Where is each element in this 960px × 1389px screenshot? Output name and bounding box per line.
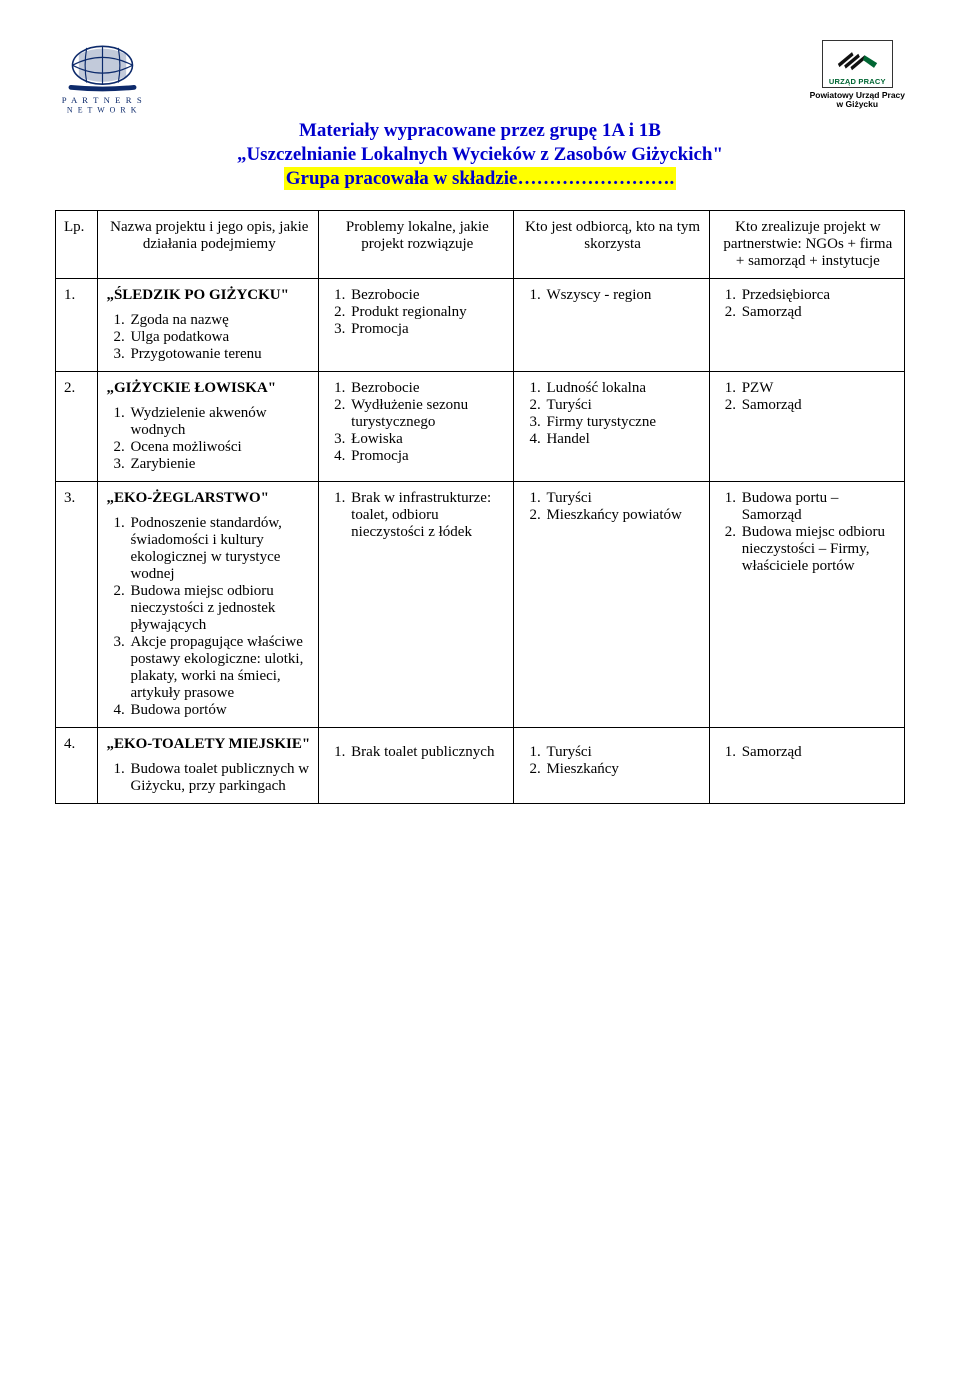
cell-who: Wszyscy - region bbox=[514, 279, 709, 372]
list-item: Promocja bbox=[349, 448, 507, 465]
list-item: Brak toalet publicznych bbox=[349, 744, 507, 761]
logo-right-caption: Powiatowy Urząd Pracy w Giżycku bbox=[810, 91, 905, 110]
cell-who: TuryściMieszkańcy powiatów bbox=[514, 482, 709, 728]
cell-lp: 2. bbox=[56, 372, 98, 482]
column-header: Lp. bbox=[56, 211, 98, 279]
list-item: Zgoda na nazwę bbox=[128, 312, 312, 329]
cell-lp: 4. bbox=[56, 728, 98, 804]
list-item: Budowa toalet publicznych w Giżycku, prz… bbox=[128, 761, 312, 795]
partners-network-logo: P A R T N E R S N E T W O R K bbox=[55, 40, 150, 115]
cell-problems: BezrobocieProdukt regionalnyPromocja bbox=[319, 279, 514, 372]
project-title: „EKO-ŻEGLARSTWO" bbox=[106, 490, 312, 507]
list-item: Przygotowanie terenu bbox=[128, 346, 312, 363]
column-header: Kto zrealizuje projekt w partnerstwie: N… bbox=[709, 211, 904, 279]
title-line-1: Materiały wypracowane przez grupę 1A i 1… bbox=[55, 119, 905, 143]
cell-project: „EKO-ŻEGLARSTWO" Podnoszenie standardów, … bbox=[98, 482, 319, 728]
list-item: Budowa miejsc odbioru nieczystości z jed… bbox=[128, 583, 312, 634]
table-row: 3. „EKO-ŻEGLARSTWO" Podnoszenie standardów… bbox=[56, 482, 905, 728]
list-item: Wydłużenie sezonu turystycznego bbox=[349, 397, 507, 431]
list-item: Handel bbox=[544, 431, 702, 448]
cell-problems: BezrobocieWydłużenie sezonu turystyczneg… bbox=[319, 372, 514, 482]
list-item: Samorząd bbox=[740, 397, 898, 414]
logo-text-1: P A R T N E R S bbox=[62, 95, 144, 105]
list-item: Bezrobocie bbox=[349, 380, 507, 397]
list-item: Turyści bbox=[544, 744, 702, 761]
list-item: Ulga podatkowa bbox=[128, 329, 312, 346]
list-item: Zarybienie bbox=[128, 456, 312, 473]
list-item: Wydzielenie akwenów wodnych bbox=[128, 405, 312, 439]
cell-lp: 3. bbox=[56, 482, 98, 728]
title-line-3: Grupa pracowała w składzie……………………. bbox=[284, 167, 676, 191]
list-item: Mieszkańcy powiatów bbox=[544, 507, 702, 524]
list-item: Samorząd bbox=[740, 304, 898, 321]
list-item: Wszyscy - region bbox=[544, 287, 702, 304]
list-item: Budowa miejsc odbioru nieczystości – Fir… bbox=[740, 524, 898, 575]
cell-project: „GIŻYCKIE ŁOWISKA" Wydzielenie akwenów wo… bbox=[98, 372, 319, 482]
list-item: Budowa portów bbox=[128, 702, 312, 719]
list-item: Ludność lokalna bbox=[544, 380, 702, 397]
list-item: PZW bbox=[740, 380, 898, 397]
project-title: „ŚLEDZIK PO GIŻYCKU" bbox=[106, 287, 312, 304]
projects-table: Lp.Nazwa projektu i jego opis, jakie dzi… bbox=[55, 210, 905, 804]
page-header: P A R T N E R S N E T W O R K URZĄD PRAC… bbox=[55, 40, 905, 115]
column-header: Problemy lokalne, jakie projekt rozwiązu… bbox=[319, 211, 514, 279]
urzad-pracy-logo: URZĄD PRACY Powiatowy Urząd Pracy w Giży… bbox=[810, 40, 905, 110]
table-header-row: Lp.Nazwa projektu i jego opis, jakie dzi… bbox=[56, 211, 905, 279]
cell-lp: 1. bbox=[56, 279, 98, 372]
column-header: Nazwa projektu i jego opis, jakie działa… bbox=[98, 211, 319, 279]
table-row: 1. „ŚLEDZIK PO GIŻYCKU" Zgoda na nazwęUlga… bbox=[56, 279, 905, 372]
project-title: „EKO-TOALETY MIEJSKIE" bbox=[106, 736, 312, 753]
table-row: 4. „EKO-TOALETY MIEJSKIE" Budowa toalet pu… bbox=[56, 728, 905, 804]
table-row: 2. „GIŻYCKIE ŁOWISKA" Wydzielenie akwenów … bbox=[56, 372, 905, 482]
list-item: Samorząd bbox=[740, 744, 898, 761]
list-item: Firmy turystyczne bbox=[544, 414, 702, 431]
cell-realizer: Samorząd bbox=[709, 728, 904, 804]
list-item: Mieszkańcy bbox=[544, 761, 702, 778]
project-title: „GIŻYCKIE ŁOWISKA" bbox=[106, 380, 312, 397]
list-item: Bezrobocie bbox=[349, 287, 507, 304]
list-item: Promocja bbox=[349, 321, 507, 338]
cell-realizer: PrzedsiębiorcaSamorząd bbox=[709, 279, 904, 372]
logo-right-label: URZĄD PRACY bbox=[829, 77, 886, 86]
cell-problems: Brak w infrastrukturze: toalet, odbioru … bbox=[319, 482, 514, 728]
list-item: Turyści bbox=[544, 490, 702, 507]
list-item: Brak w infrastrukturze: toalet, odbioru … bbox=[349, 490, 507, 541]
title-line-2: „Uszczelnianie Lokalnych Wycieków z Zaso… bbox=[55, 143, 905, 167]
cell-realizer: Budowa portu – SamorządBudowa miejsc odb… bbox=[709, 482, 904, 728]
cell-realizer: PZWSamorząd bbox=[709, 372, 904, 482]
cell-project: „ŚLEDZIK PO GIŻYCKU" Zgoda na nazwęUlga p… bbox=[98, 279, 319, 372]
cell-project: „EKO-TOALETY MIEJSKIE" Budowa toalet publ… bbox=[98, 728, 319, 804]
list-item: Akcje propagujące właściwe postawy ekolo… bbox=[128, 634, 312, 702]
cell-who: TuryściMieszkańcy bbox=[514, 728, 709, 804]
list-item: Produkt regionalny bbox=[349, 304, 507, 321]
list-item: Przedsiębiorca bbox=[740, 287, 898, 304]
cell-problems: Brak toalet publicznych bbox=[319, 728, 514, 804]
column-header: Kto jest odbiorcą, kto na tym skorzysta bbox=[514, 211, 709, 279]
list-item: Budowa portu – Samorząd bbox=[740, 490, 898, 524]
list-item: Ocena możliwości bbox=[128, 439, 312, 456]
list-item: Turyści bbox=[544, 397, 702, 414]
logo-text-2: N E T W O R K bbox=[67, 106, 138, 115]
document-title: Materiały wypracowane przez grupę 1A i 1… bbox=[55, 119, 905, 190]
list-item: Podnoszenie standardów, świadomości i ku… bbox=[128, 515, 312, 583]
cell-who: Ludność lokalnaTuryściFirmy turystyczneH… bbox=[514, 372, 709, 482]
list-item: Łowiska bbox=[349, 431, 507, 448]
